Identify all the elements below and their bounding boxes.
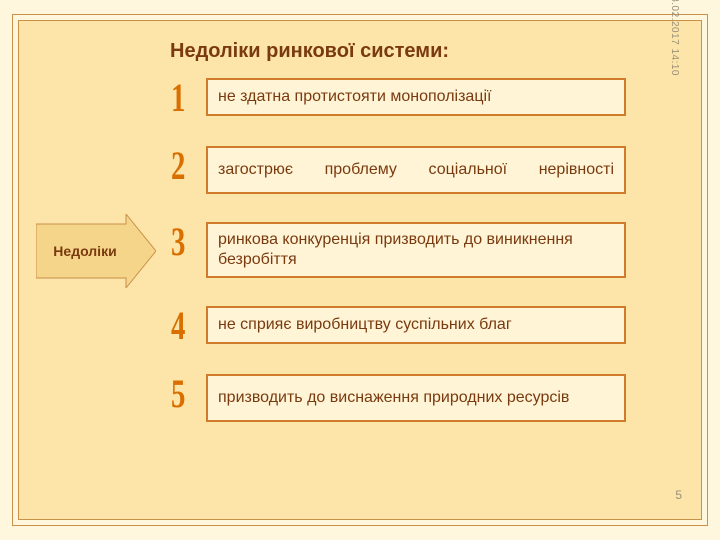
timestamp: 23.02.2017 14:10 xyxy=(669,0,680,76)
item-text: не сприяє виробництву суспільних благ xyxy=(218,315,614,335)
item-box: не здатна протистояти монополізації xyxy=(206,78,626,116)
list-item: 4 не сприяє виробництву суспільних благ xyxy=(166,306,646,346)
item-text: не здатна протистояти монополізації xyxy=(218,87,614,107)
item-box: призводить до виснаження природних ресур… xyxy=(206,374,626,422)
list-item: 3 ринкова конкуренція призводить до вини… xyxy=(166,222,646,278)
list-item: 1 не здатна протистояти монополізації xyxy=(166,78,646,118)
item-box: не сприяє виробництву суспільних благ xyxy=(206,306,626,344)
item-text: призводить до виснаження природних ресур… xyxy=(218,388,614,408)
item-number: 2 xyxy=(166,146,190,186)
list-item: 5 призводить до виснаження природних рес… xyxy=(166,374,646,422)
item-text: загострює проблему соціальної нерівності xyxy=(218,160,614,180)
item-list: 1 не здатна протистояти монополізації 2 … xyxy=(166,78,646,450)
item-box: ринкова конкуренція призводить до виникн… xyxy=(206,222,626,278)
page-number: 5 xyxy=(675,488,682,502)
list-item: 2 загострює проблему соціальної нерівнос… xyxy=(166,146,646,194)
arrow-callout: Недоліки xyxy=(36,214,156,288)
item-number: 3 xyxy=(166,222,190,262)
item-text: ринкова конкуренція призводить до виникн… xyxy=(218,230,614,270)
item-number: 1 xyxy=(166,78,190,118)
slide-title: Недоліки ринкової системи: xyxy=(170,40,449,63)
item-number: 5 xyxy=(166,374,190,414)
arrow-label: Недоліки xyxy=(40,214,130,288)
slide: Недоліки ринкової системи: 23.02.2017 14… xyxy=(0,0,720,540)
item-number: 4 xyxy=(166,306,190,346)
item-box: загострює проблему соціальної нерівності xyxy=(206,146,626,194)
